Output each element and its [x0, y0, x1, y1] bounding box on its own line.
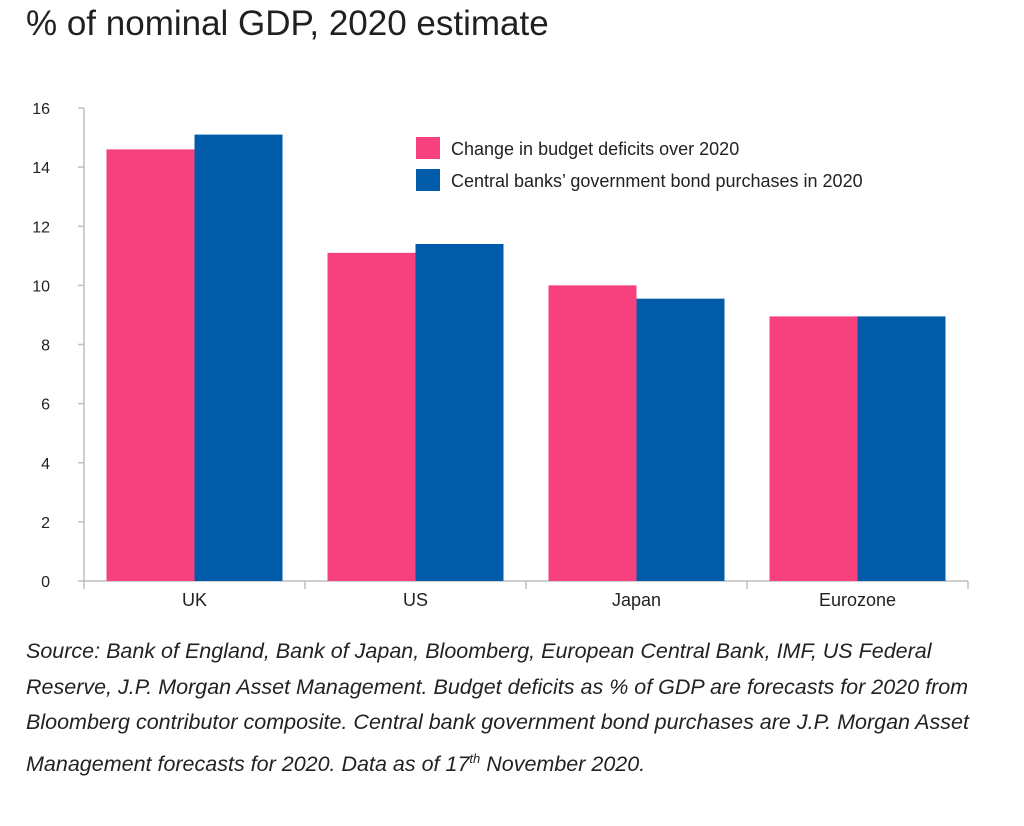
- x-category-label: UK: [182, 590, 207, 610]
- y-tick-label: 12: [32, 219, 50, 236]
- bar-chart: 0 2 4 6 8 10 12 14 16 UK US Japan Eurozone Change in…: [32, 101, 969, 610]
- y-tick-label: 4: [41, 456, 50, 473]
- bar-eurozone-series-2: [857, 316, 946, 581]
- y-tick-label: 8: [41, 338, 50, 355]
- legend-swatch-2: [416, 169, 440, 191]
- y-tick-label: 16: [32, 101, 50, 118]
- y-tick-label: 0: [41, 574, 50, 591]
- bar-uk-series-2: [194, 134, 283, 581]
- y-tick-label: 14: [32, 160, 50, 177]
- x-category-label: US: [403, 590, 428, 610]
- legend-label-1: Change in budget deficits over 2020: [451, 139, 739, 159]
- legend: Change in budget deficits over 2020 Centr…: [416, 137, 863, 191]
- y-tick-label: 2: [41, 515, 50, 532]
- source-superscript: th: [469, 750, 481, 766]
- bar-japan-series-1: [548, 285, 637, 581]
- chart-title: % of nominal GDP, 2020 estimate: [26, 4, 549, 43]
- x-category-label: Eurozone: [819, 590, 896, 610]
- bar-uk-series-1: [106, 149, 195, 581]
- bar-eurozone-series-1: [769, 316, 858, 581]
- source-text-end: November 2020.: [480, 751, 646, 776]
- legend-swatch-1: [416, 137, 440, 159]
- bar-japan-series-2: [636, 298, 725, 581]
- y-tick-label: 10: [32, 278, 50, 295]
- legend-label-2: Central banks’ government bond purchases…: [451, 171, 863, 191]
- bars: [106, 134, 946, 582]
- bar-us-series-1: [327, 252, 416, 581]
- source-note: Source: Bank of England, Bank of Japan, …: [26, 634, 1001, 782]
- source-text: Source: Bank of England, Bank of Japan, …: [26, 639, 969, 776]
- y-tick-label: 6: [41, 397, 50, 414]
- bar-us-series-2: [415, 243, 504, 582]
- x-category-label: Japan: [612, 590, 661, 610]
